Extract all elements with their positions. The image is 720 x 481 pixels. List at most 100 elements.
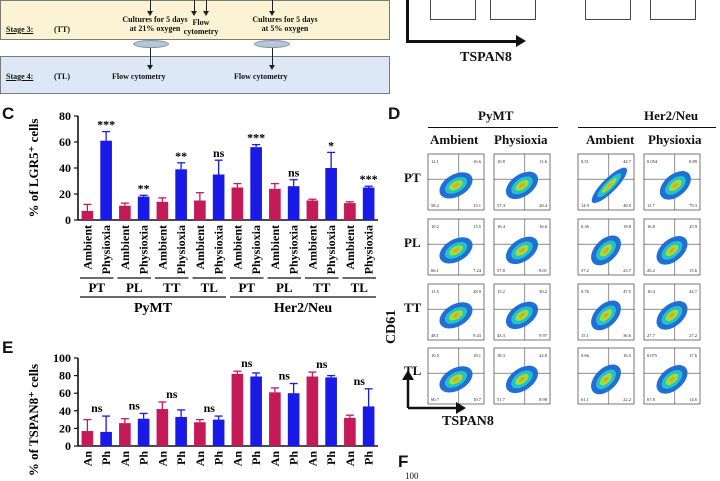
e-bar — [156, 409, 169, 446]
e-x-tick-label: Ph — [99, 451, 113, 465]
flow-quadrant-value: 30.2 — [539, 289, 547, 294]
flow-density-core — [453, 183, 459, 188]
row-label-tt: TT — [404, 300, 422, 315]
arrow-top-mid1 — [191, 0, 197, 16]
e-y-axis-label: % of TSPAN8⁺ cells — [26, 364, 41, 476]
c-stage-label: TL — [201, 280, 219, 295]
e-significance: ns — [129, 398, 141, 412]
stage4-right-text: Flow cytometry — [234, 72, 288, 81]
flow-quadrant-value: 44.7 — [689, 289, 698, 294]
c-bar — [137, 196, 150, 220]
c-bar — [81, 210, 94, 220]
flow-quadrant-value: 28.9 — [473, 289, 482, 294]
cond-physioxia-1: Physioxia — [494, 132, 548, 147]
arrow-stage4-left — [147, 48, 153, 70]
flow-quadrant-value: 9.97 — [539, 333, 548, 338]
top-axis-arrow-horizontal — [406, 40, 516, 43]
culture-dish-left — [133, 40, 169, 48]
flow-density-core — [669, 247, 675, 253]
c-x-tick-label: Physioxia — [249, 225, 263, 274]
flow-quadrant-value: 14.9 — [581, 203, 590, 208]
e-x-tick-label: Ph — [249, 451, 263, 465]
flow-quadrant-value: 15.1 — [581, 333, 589, 338]
flow-quadrant-value: 18.3 — [497, 353, 506, 358]
e-x-tick-label: An — [193, 451, 207, 467]
e-x-tick-label: Ph — [324, 451, 338, 465]
e-x-tick-label: An — [268, 451, 282, 467]
c-bar — [194, 200, 206, 220]
top-axis-arrowhead — [516, 35, 526, 47]
flow-density-core — [603, 376, 609, 382]
c-y-tick-label: 80 — [59, 109, 71, 123]
c-bar — [119, 205, 131, 220]
flow-quadrant-value: 16.4 — [497, 224, 506, 229]
c-significance: * — [328, 138, 334, 152]
flow-quadrant-value: 18.8 — [623, 224, 632, 229]
e-bar — [175, 416, 187, 446]
e-x-tick-label: An — [343, 451, 357, 467]
arrow-stage4-right — [269, 48, 275, 70]
stage4-label: Stage 4: — [6, 72, 34, 81]
c-stage-label: PL — [276, 280, 293, 295]
flow-quadrant-value: 13.1 — [473, 203, 481, 208]
flow-quadrant-value: 61.1 — [581, 397, 589, 402]
e-bar — [212, 419, 225, 446]
flow-quadrant-value: 27.7 — [647, 333, 656, 338]
flow-quadrant-value: 15.2 — [497, 289, 505, 294]
flow-density-core — [453, 377, 459, 382]
e-y-tick-label: 40 — [59, 404, 71, 418]
flow-quadrant-value: 57.4 — [497, 203, 506, 208]
flow-quadrant-value: 67.8 — [647, 397, 656, 402]
e-x-tick-label: Ph — [212, 451, 226, 465]
e-y-tick-label: 20 — [59, 421, 71, 435]
stage3-box — [0, 0, 390, 40]
flow-quadrant-value: 10.2 — [431, 224, 439, 229]
flow-quadrant-value: 48.1 — [431, 333, 439, 338]
e-bar — [287, 393, 300, 446]
e-y-tick-label: 60 — [59, 386, 71, 400]
flow-quadrant-value: 16.6 — [473, 159, 482, 164]
flow-quadrant-value: 57.2 — [581, 268, 589, 273]
group-underline-pymt — [428, 127, 558, 128]
flow-density-core — [519, 248, 525, 253]
flow-plot-top-3 — [585, 0, 631, 20]
e-bar — [137, 418, 150, 446]
c-bar — [175, 169, 187, 220]
group-label-pymt: PyMT — [478, 108, 514, 123]
c-y-tick-label: 60 — [59, 135, 71, 149]
flow-quadrant-value: 22.2 — [623, 397, 631, 402]
flow-density-core — [669, 376, 675, 382]
c-x-tick-label: Physioxia — [324, 225, 338, 274]
flow-quadrant-value: 8.01 — [539, 268, 547, 273]
stage3-left-text: Cultures for 5 days at 21% oxygen — [122, 15, 188, 33]
flow-quadrant-value: 25.9 — [689, 224, 698, 229]
c-bar — [269, 188, 281, 220]
flow-quadrant-value: 60.7 — [431, 397, 440, 402]
c-bar — [100, 140, 112, 220]
stage3-right-text: Cultures for 5 days at 5% oxygen — [252, 15, 318, 33]
top-xlabel: TSPAN8 — [460, 50, 512, 65]
c-x-tick-label: Physioxia — [212, 225, 226, 274]
arrow-top-left — [147, 0, 153, 16]
flow-quadrant-value: 44.7 — [623, 159, 632, 164]
stage3-mid-text: Flow cytometry — [183, 18, 219, 36]
e-bar — [306, 376, 319, 446]
e-y-tick-label: 100 — [53, 351, 71, 365]
flow-quadrant-value: 11.6 — [539, 159, 547, 164]
flow-density-core — [519, 183, 525, 188]
flow-density-core — [519, 377, 525, 382]
c-bar — [362, 187, 375, 220]
flow-quadrant-value: 14.6 — [689, 397, 698, 402]
e-x-tick-label: An — [80, 451, 94, 467]
flow-quadrant-value: 0.36 — [581, 224, 590, 229]
flow-quadrant-value: 13.5 — [431, 289, 440, 294]
panel-d: PyMT Her2/Neu Ambient Physioxia Ambient … — [384, 108, 720, 448]
c-x-tick-label: Ambient — [230, 225, 244, 270]
stage3-code: (TT) — [54, 25, 70, 34]
c-significance: ns — [213, 146, 225, 160]
flow-quadrant-value: 0.075 — [647, 353, 658, 358]
e-bar — [344, 417, 356, 446]
flow-density-core — [606, 182, 613, 189]
flow-quadrant-value: 0.51 — [581, 159, 589, 164]
c-bar — [250, 147, 262, 220]
